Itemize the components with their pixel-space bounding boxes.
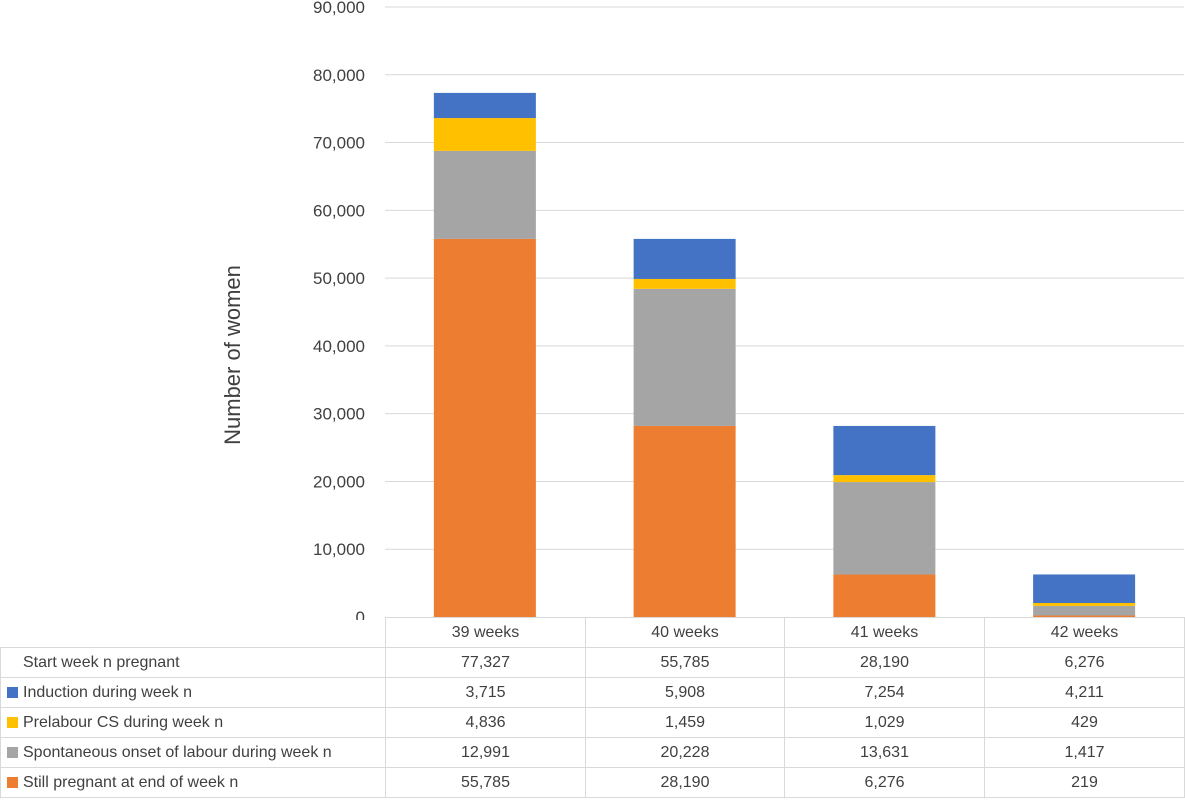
table-cell: 3,715 (385, 677, 586, 708)
table-cell: 5,908 (585, 677, 785, 708)
bar-segment-still-pregnant (633, 425, 736, 617)
bars (433, 92, 1136, 617)
y-tick-label: 40,000 (313, 337, 365, 356)
legend-label: Prelabour CS during week n (23, 713, 224, 731)
y-tick-label: 10,000 (313, 540, 365, 559)
y-tick-label: 90,000 (313, 0, 365, 17)
table-cell: 77,327 (385, 647, 586, 678)
y-tick-label: 30,000 (313, 405, 365, 424)
table-cell: 20,228 (585, 737, 785, 768)
y-tick-label: 70,000 (313, 134, 365, 153)
legend-swatch-yellow (7, 716, 18, 728)
table-cell: 1,417 (984, 737, 1185, 768)
category-label: 40 weeks (585, 617, 785, 648)
bar-segment-spontaneous (833, 482, 936, 575)
legend-label: Spontaneous onset of labour during week … (23, 743, 332, 761)
bar-segment-induction (833, 425, 936, 476)
y-axis-ticks: 0 10,000 20,000 30,000 40,000 50,000 60,000 70,… (313, 0, 365, 620)
bar-segment-still-pregnant (833, 574, 936, 617)
table-cell: 28,190 (784, 647, 985, 678)
bar-segment-prelabour-cs (433, 118, 536, 151)
table-cell: 1,459 (585, 707, 785, 738)
table-cell: 4,211 (984, 677, 1185, 708)
table-row: Still pregnant at end of week n 55,785 2… (0, 767, 1185, 798)
chart-plot: 0 10,000 20,000 30,000 40,000 50,000 60,000 70,… (220, 0, 1184, 620)
table-cell: 55,785 (385, 767, 586, 798)
y-tick-label: 0 (356, 608, 365, 620)
data-table: 39 weeks 40 weeks 41 weeks 42 weeks Star… (0, 617, 1185, 798)
table-cell: 13,631 (784, 737, 985, 768)
table-cell: 219 (984, 767, 1185, 798)
table-row: Start week n pregnant 77,327 55,785 28,1… (0, 647, 1185, 678)
category-label: 42 weeks (984, 617, 1185, 648)
table-header-row: 39 weeks 40 weeks 41 weeks 42 weeks (0, 617, 1185, 648)
bar-segment-induction (1033, 574, 1136, 604)
y-tick-label: 80,000 (313, 66, 365, 85)
legend-swatch-gray (7, 746, 18, 758)
bar-segment-prelabour-cs (1033, 603, 1136, 606)
y-axis-label: Number of women (220, 265, 245, 445)
category-label: 41 weeks (784, 617, 985, 648)
table-cell: 6,276 (984, 647, 1185, 678)
bar-segment-spontaneous (1033, 605, 1136, 616)
bar-segment-induction (633, 238, 736, 279)
y-tick-label: 60,000 (313, 201, 365, 220)
table-row: Spontaneous onset of labour during week … (0, 737, 1185, 768)
table-cell: 4,836 (385, 707, 586, 738)
bar-segment-prelabour-cs (633, 278, 736, 289)
bar-segment-still-pregnant (433, 238, 536, 617)
legend-spacer (7, 656, 18, 667)
row-label: Start week n pregnant (23, 653, 180, 671)
table-cell: 7,254 (784, 677, 985, 708)
bar-segment-still-pregnant (1033, 615, 1136, 617)
bar-segment-prelabour-cs (833, 475, 936, 483)
legend-swatch-blue (7, 686, 18, 698)
y-tick-label: 20,000 (313, 472, 365, 491)
bar-segment-spontaneous (633, 288, 736, 426)
table-cell: 55,785 (585, 647, 785, 678)
table-row: Induction during week n 3,715 5,908 7,25… (0, 677, 1185, 708)
bar-segment-spontaneous (433, 150, 536, 239)
legend-label: Still pregnant at end of week n (23, 773, 239, 791)
table-cell: 28,190 (585, 767, 785, 798)
legend-swatch-orange (7, 776, 18, 788)
category-label: 39 weeks (385, 617, 586, 648)
table-row: Prelabour CS during week n 4,836 1,459 1… (0, 707, 1185, 738)
table-corner (0, 617, 386, 648)
table-cell: 429 (984, 707, 1185, 738)
table-cell: 1,029 (784, 707, 985, 738)
bar-segment-induction (433, 92, 536, 119)
y-tick-label: 50,000 (313, 269, 365, 288)
table-cell: 6,276 (784, 767, 985, 798)
table-cell: 12,991 (385, 737, 586, 768)
legend-label: Induction during week n (23, 683, 192, 701)
